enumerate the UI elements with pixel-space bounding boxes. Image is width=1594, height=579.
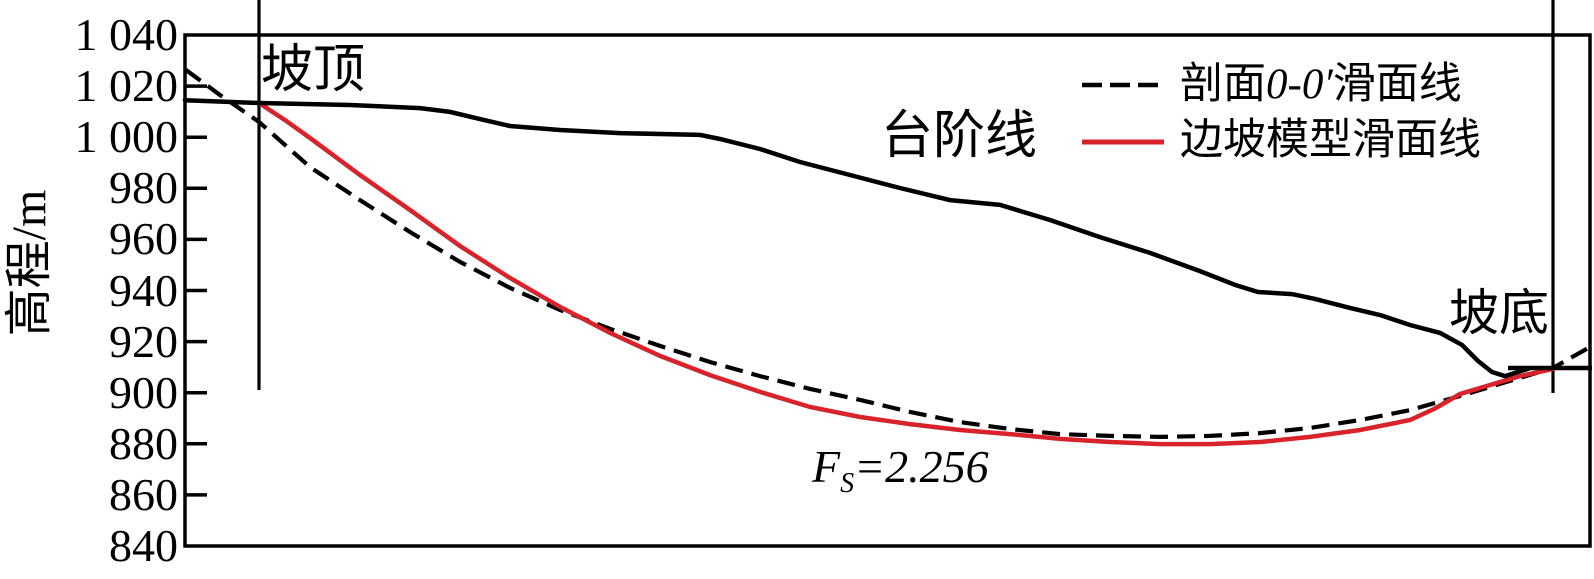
fs-value: =2.256 [854,441,989,492]
model-sliding-surface-line [256,100,1556,447]
y-tick-label: 1 040 [74,9,179,60]
profile-sliding-surface-line [184,68,1594,440]
y-tick-label: 940 [109,264,178,316]
bench-terrain-line [182,97,1531,379]
legend-entry-profile-prefix: 剖面 [1180,61,1266,108]
y-tick-label: 860 [109,468,178,520]
y-tick-label: 920 [109,315,178,367]
y-tick-label: 840 [109,520,178,571]
legend-entry-profile-suffix: 滑面线 [1332,61,1462,108]
y-axis-title: 高程/m [3,189,56,337]
y-tick-marks [185,84,207,497]
y-tick-label: 900 [109,366,178,418]
y-tick-label: 980 [109,162,178,214]
legend-entry-profile-italic: 0-0′ [1266,61,1333,108]
y-tick-label: 880 [109,417,178,469]
y-tick-label: 1 000 [74,111,179,163]
legend-entry-model: 边坡模型滑面线 [1180,116,1481,166]
fs-subscript: S [840,468,855,500]
slope-toe-label: 坡底 [1449,285,1549,341]
slope-top-label: 坡顶 [261,42,366,99]
y-tick-label: 960 [109,213,178,265]
legend-entry-model-suffix: 边坡模型滑面线 [1180,117,1481,164]
fs-symbol: F [812,441,841,492]
bench-line-label: 台阶线 [881,108,1038,165]
factor-of-safety-label: FS=2.256 [812,441,989,510]
y-tick-label: 1 020 [74,60,179,112]
legend-entry-profile: 剖面0-0′滑面线 [1180,60,1462,110]
